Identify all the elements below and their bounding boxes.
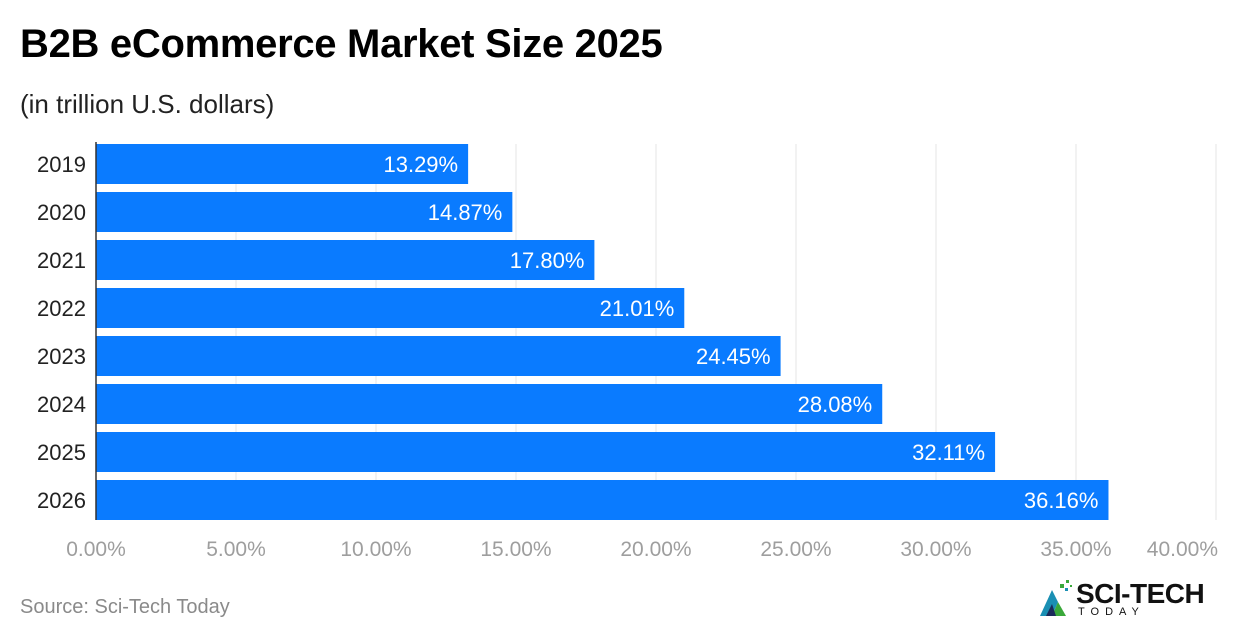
bars: 13.29% 14.87% 17.80% 21.01% 24.45% 28.08% 32.1… [96, 144, 1109, 520]
x-tick-label: 35.00% [1040, 538, 1111, 561]
x-tick-label: 0.00% [66, 538, 126, 561]
x-tick-label: 40.00% [1147, 538, 1218, 561]
bar-data-label: 13.29% [383, 152, 458, 177]
bar-data-label: 36.16% [1024, 488, 1099, 513]
bar-data-label: 28.08% [798, 392, 873, 417]
bar-data-label: 14.87% [428, 200, 503, 225]
bar [96, 144, 469, 184]
bar [96, 288, 685, 328]
y-category-label: 2025 [37, 440, 86, 465]
source-note: Source: Sci-Tech Today [20, 596, 230, 618]
bar [96, 192, 513, 232]
x-tick-label: 5.00% [206, 538, 266, 561]
x-tick-label: 20.00% [620, 538, 691, 561]
bar [96, 480, 1109, 520]
chart-subtitle: (in trillion U.S. dollars) [20, 89, 275, 119]
chart-title: B2B eCommerce Market Size 2025 [20, 22, 663, 66]
bar-data-label: 21.01% [600, 296, 675, 321]
bar-data-label: 17.80% [510, 248, 585, 273]
y-category-label: 2023 [37, 344, 86, 369]
bar-data-label: 32.11% [912, 440, 985, 465]
axes: 0.00% 5.00% 10.00% 15.00% 20.00% 25.00% 30.00%… [37, 142, 1218, 561]
y-category-label: 2026 [37, 488, 86, 513]
bar [96, 336, 781, 376]
bar-data-label: 24.45% [696, 344, 771, 369]
y-category-label: 2024 [37, 392, 86, 417]
logo-text: SCI-TECH [1076, 578, 1205, 609]
x-tick-label: 15.00% [480, 538, 551, 561]
logo-subtext: TODAY [1078, 606, 1145, 618]
bar-chart: 13.29% 14.87% 17.80% 21.01% 24.45% 28.08% 32.1… [37, 142, 1218, 561]
sci-tech-logo: SCI-TECH TODAY [1036, 576, 1226, 622]
y-category-label: 2019 [37, 152, 86, 177]
logo-mark-icon [1040, 580, 1072, 616]
x-tick-label: 25.00% [760, 538, 831, 561]
y-category-label: 2020 [37, 200, 86, 225]
bar [96, 432, 996, 472]
bar [96, 240, 595, 280]
x-tick-label: 10.00% [340, 538, 411, 561]
bar [96, 384, 883, 424]
x-tick-label: 30.00% [900, 538, 971, 561]
y-category-label: 2021 [37, 248, 86, 273]
y-category-label: 2022 [37, 296, 86, 321]
